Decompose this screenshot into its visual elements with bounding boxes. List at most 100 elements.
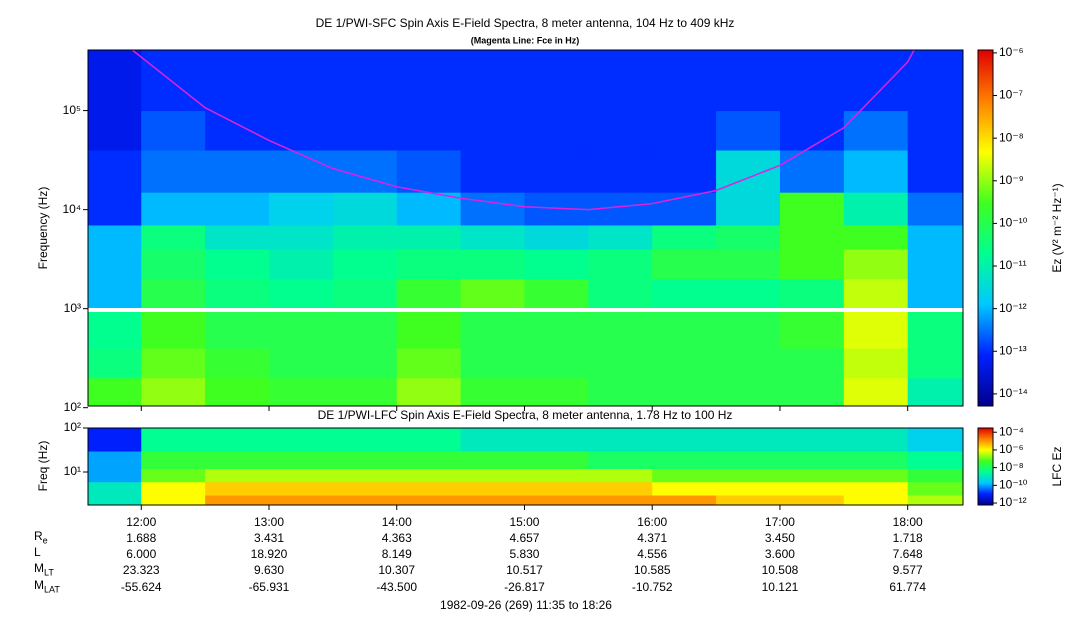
spectrogram-cell — [88, 481, 142, 496]
spectrogram-cell — [205, 377, 270, 407]
spectrogram-cell — [716, 50, 781, 112]
spectrogram-cell — [907, 249, 964, 280]
y-tick-label: 10⁴ — [62, 202, 81, 216]
ephemeris-value: 4.371 — [637, 531, 667, 545]
colorbar — [977, 49, 994, 407]
spectrogram-cell — [269, 377, 334, 407]
spectrogram-cell — [205, 224, 270, 250]
spectrogram-cell — [652, 249, 717, 280]
spectrogram-cell — [460, 249, 525, 280]
x-tick-label: 18:00 — [893, 515, 923, 529]
spectrogram-cell — [843, 224, 909, 250]
spectrogram-cell — [588, 377, 653, 407]
spectrogram-cell — [141, 50, 206, 112]
spectrogram-cell — [88, 110, 142, 151]
ephemeris-label-sub: e — [43, 535, 48, 545]
y-tick-label: 10³ — [64, 301, 81, 315]
spectrogram-cell — [652, 468, 717, 483]
spectrogram-cell — [524, 468, 589, 483]
spectrogram-cell — [332, 468, 398, 483]
spectrogram-cell — [269, 192, 334, 226]
spectrogram-cell — [907, 278, 964, 310]
ephemeris-label: L — [34, 545, 41, 559]
spectrogram-cell — [843, 428, 909, 452]
colorbar-tick-label: 10⁻⁴ — [999, 424, 1024, 438]
spectrogram-cell — [779, 481, 845, 496]
spectrogram-cell — [779, 348, 845, 379]
spectrogram-cell — [141, 468, 206, 483]
y-tick-label: 10¹ — [64, 464, 81, 478]
spectrogram-cell — [843, 50, 909, 112]
spectrogram-cell — [588, 481, 653, 496]
panel-title: DE 1/PWI-LFC Spin Axis E-Field Spectra, … — [318, 408, 733, 422]
spectrogram-cell — [141, 110, 206, 151]
colorbar-tick-label: 10⁻⁷ — [999, 88, 1023, 102]
spectrogram-cell — [588, 278, 653, 310]
spectrogram-cell — [588, 451, 653, 470]
spectrogram-cell — [88, 308, 142, 349]
y-tick-label: 10² — [64, 420, 81, 434]
spectrogram-cell — [269, 50, 334, 112]
spectrogram-cell — [652, 278, 717, 310]
ephemeris-label: M — [34, 578, 44, 592]
ephemeris-value: 9.630 — [254, 563, 284, 577]
colorbar-tick-label: 10⁻⁶ — [999, 45, 1024, 59]
spectrogram-cell — [269, 451, 334, 470]
colorbar-label: Ez (V² m⁻² Hz⁻¹) — [1050, 183, 1064, 272]
spectrogram-cell — [716, 249, 781, 280]
ephemeris-value: 3.600 — [765, 547, 795, 561]
spectrogram-cell — [588, 428, 653, 452]
spectrogram-cell — [907, 495, 964, 506]
spectrogram-cell — [269, 224, 334, 250]
spectrogram-cell — [843, 308, 909, 349]
spectrogram-cell — [907, 149, 964, 193]
spectrogram-cell — [716, 110, 781, 151]
spectrogram-cell — [141, 278, 206, 310]
spectrogram-cell — [88, 149, 142, 193]
y-tick-label: 10² — [64, 400, 81, 414]
spectrogram-cell — [907, 308, 964, 349]
spectrogram-cell — [269, 495, 334, 506]
spectrogram-cell — [396, 451, 462, 470]
spectrogram-cell — [652, 224, 717, 250]
spectrogram-cell — [843, 110, 909, 151]
spectrogram-cell — [588, 348, 653, 379]
x-tick-label: 16:00 — [637, 515, 667, 529]
panel-title: DE 1/PWI-SFC Spin Axis E-Field Spectra, … — [316, 16, 735, 30]
spectrogram-cell — [205, 428, 270, 452]
spectrogram-cell — [396, 377, 462, 407]
ephemeris-value: -26.817 — [504, 580, 545, 594]
spectrogram-cell — [460, 451, 525, 470]
spectrogram-cell — [716, 468, 781, 483]
colorbar-tick-label: 10⁻⁶ — [999, 442, 1024, 456]
ephemeris-label: M — [34, 561, 44, 575]
ephemeris-value: 23.323 — [123, 563, 160, 577]
spectrogram-cell — [716, 308, 781, 349]
spectrogram-cell — [716, 192, 781, 226]
spectrogram-cell — [460, 428, 525, 452]
spectrogram-cell — [843, 249, 909, 280]
spectrogram-cell — [88, 428, 142, 452]
ephemeris-label: R — [34, 529, 43, 543]
spectrogram-cell — [460, 278, 525, 310]
spectrogram-cell — [524, 278, 589, 310]
colorbar-tick-label: 10⁻¹² — [999, 301, 1027, 315]
spectrogram-cell — [332, 192, 398, 226]
spectrogram-cell — [332, 278, 398, 310]
spectrogram-cell — [460, 348, 525, 379]
ephemeris-value: 10.585 — [634, 563, 671, 577]
spectrogram-cell — [907, 451, 964, 470]
colorbar-tick-label: 10⁻⁸ — [999, 130, 1024, 144]
plot-frame — [87, 49, 964, 407]
colorbar-tick-label: 10⁻¹² — [999, 495, 1027, 509]
spectrogram-cell — [141, 481, 206, 496]
ephemeris-value: 3.450 — [765, 531, 795, 545]
spectrogram-cell — [588, 149, 653, 193]
spectrogram-cell — [396, 481, 462, 496]
spectrogram-cell — [332, 451, 398, 470]
spectrogram-cell — [652, 50, 717, 112]
spectrogram-cell — [588, 110, 653, 151]
spectrogram-cell — [141, 495, 206, 506]
ephemeris-label-sub: LT — [44, 567, 54, 577]
